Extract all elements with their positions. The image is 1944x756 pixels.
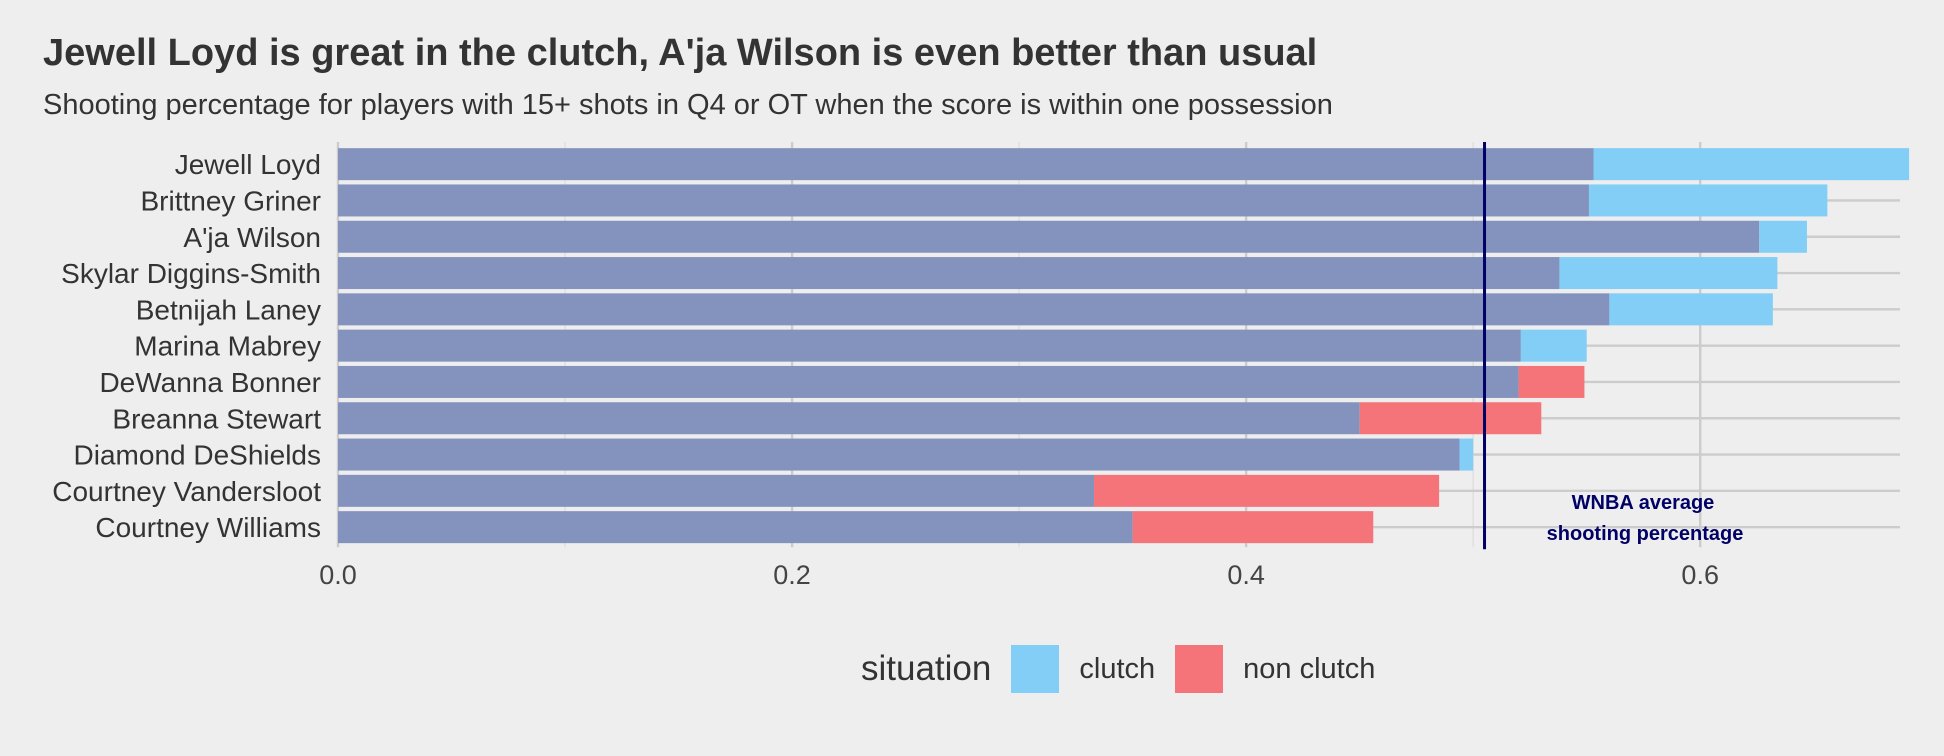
plot-area: WNBA average shooting percentage Jewell L…	[52, 142, 1910, 590]
legend-label-non-clutch: non clutch	[1243, 652, 1376, 685]
bar-overlap	[338, 365, 1519, 398]
y-tick-label: Skylar Diggins-Smith	[61, 258, 321, 289]
x-tick-label: 0.0	[319, 560, 357, 590]
reference-label-line1: WNBA average	[1572, 492, 1715, 514]
reference-line-group: WNBA average shooting percentage	[1483, 142, 1744, 550]
bar-non-clutch-excess	[1094, 474, 1440, 507]
bar-clutch-excess	[1593, 148, 1910, 181]
chart-subtitle: Shooting percentage for players with 15+…	[43, 89, 1333, 121]
bar-overlap	[338, 511, 1133, 544]
legend-swatch-non-clutch	[1175, 645, 1224, 693]
y-tick-label: Breanna Stewart	[112, 403, 321, 434]
bar-overlap	[338, 257, 1560, 290]
bar-non-clutch-excess	[1518, 365, 1585, 398]
bar-overlap	[338, 220, 1760, 253]
bar-clutch-excess	[1459, 438, 1474, 471]
x-tick-label: 0.4	[1227, 560, 1265, 590]
legend: situation clutch non clutch	[861, 644, 1395, 694]
y-tick-label: Diamond DeShields	[74, 440, 321, 471]
x-tick-label: 0.2	[773, 560, 811, 590]
y-tick-label: Marina Mabrey	[134, 331, 321, 362]
y-tick-label: Betnijah Laney	[136, 294, 321, 325]
y-tick-label: Courtney Vandersloot	[52, 476, 321, 507]
y-tick-label: DeWanna Bonner	[99, 367, 321, 398]
bar-overlap	[338, 402, 1360, 435]
bar-overlap	[338, 184, 1589, 217]
bar-overlap	[338, 438, 1460, 471]
y-tick-label: Jewell Loyd	[175, 149, 321, 180]
bar-clutch-excess	[1520, 329, 1587, 362]
bar-overlap	[338, 148, 1594, 181]
bar-non-clutch-excess	[1132, 511, 1374, 544]
legend-label-clutch: clutch	[1079, 652, 1156, 685]
y-tick-label: A'ja Wilson	[183, 222, 321, 253]
bar-overlap	[338, 474, 1095, 507]
legend-swatch-clutch	[1011, 645, 1060, 693]
x-tick-label: 0.6	[1681, 560, 1719, 590]
bar-overlap	[338, 293, 1610, 326]
bar-non-clutch-excess	[1359, 402, 1542, 435]
bar-clutch-excess	[1588, 184, 1828, 217]
chart-title: Jewell Loyd is great in the clutch, A'ja…	[43, 32, 1318, 74]
legend-title: situation	[861, 649, 992, 688]
bar-clutch-excess	[1759, 220, 1807, 253]
bar-overlap	[338, 329, 1521, 362]
y-axis-labels: Jewell Loyd Brittney Griner A'ja Wilson Sky…	[52, 149, 321, 543]
y-tick-label: Brittney Griner	[141, 185, 322, 216]
reference-label-line2: shooting percentage	[1547, 523, 1744, 545]
x-axis-labels: 0.0 0.2 0.4 0.6	[319, 560, 1719, 590]
y-tick-label: Courtney Williams	[95, 512, 321, 543]
bars	[338, 148, 1910, 544]
bar-clutch-excess	[1559, 257, 1778, 290]
bar-clutch-excess	[1609, 293, 1773, 326]
